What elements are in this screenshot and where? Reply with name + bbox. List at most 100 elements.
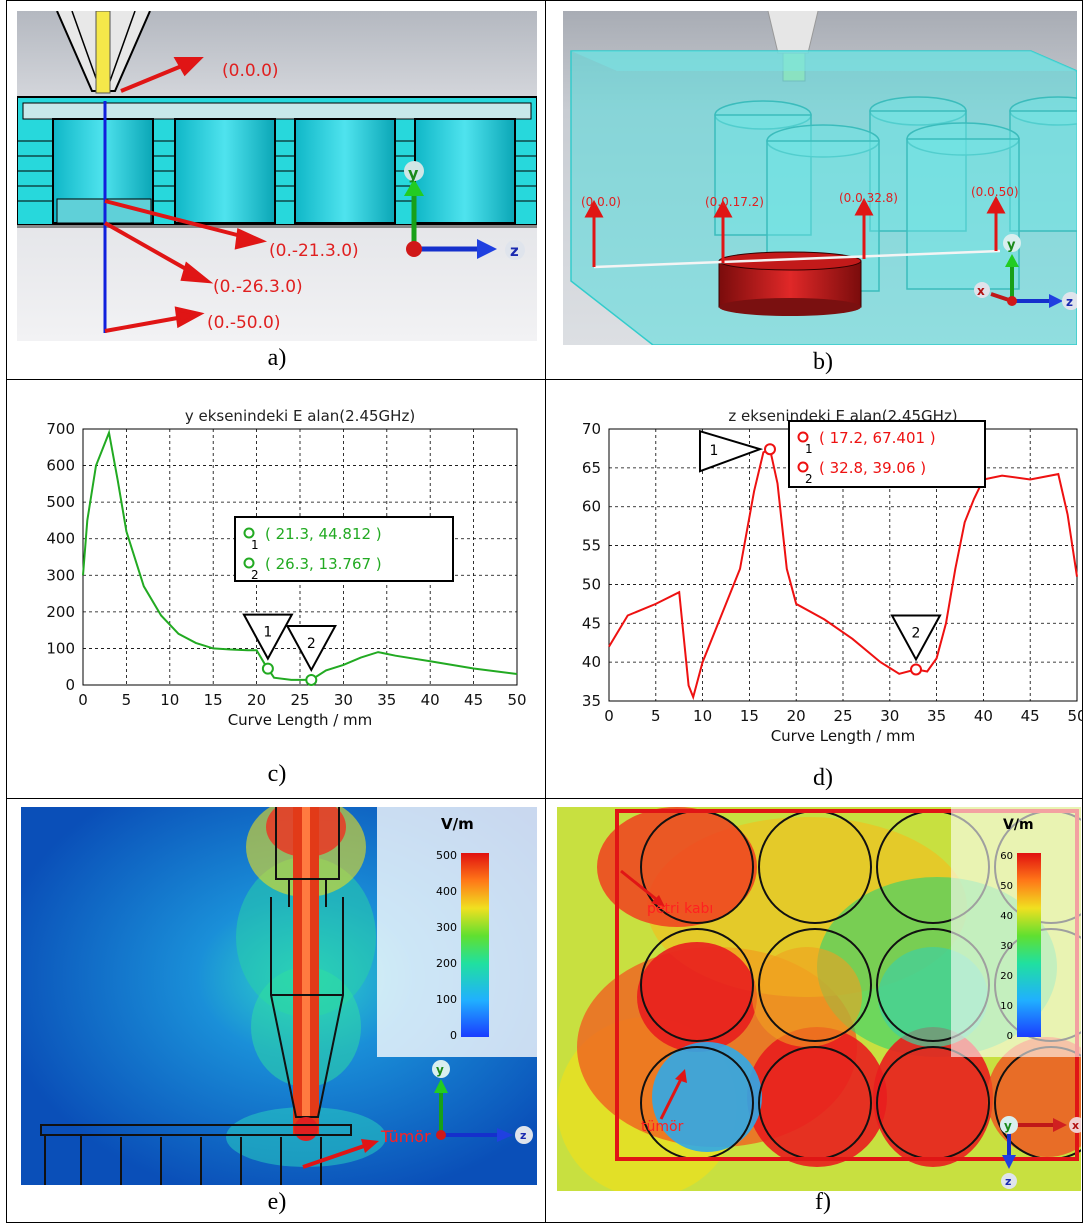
unit-label: V/m <box>1003 817 1034 833</box>
marker-flag <box>285 624 337 673</box>
y-tick-label: 700 <box>46 420 75 438</box>
x-tick-label: 15 <box>204 691 223 709</box>
marker-flag <box>698 429 764 473</box>
chart-y-axis-field: y eksenindeki E alan(2.45GHz)0 5 10 15 20 25 3… <box>46 407 526 729</box>
y-tick-label: 60 <box>582 498 601 516</box>
panel-c-chart: y eksenindeki E alan(2.45GHz) 0 5 10 15 20 25 3… <box>17 389 537 759</box>
caption-a: a) <box>267 345 287 371</box>
marker-id: 1 <box>710 443 719 459</box>
tick: 0 <box>450 1029 457 1042</box>
marker-legend-box <box>788 420 986 488</box>
y-tick-label: 500 <box>46 493 75 511</box>
x-tick-label: 35 <box>927 707 946 725</box>
marker-point <box>910 663 923 676</box>
axis-x-label: x <box>1072 1119 1079 1132</box>
x-axis-label: Curve Length / mm <box>228 711 373 729</box>
marker-point <box>261 662 274 675</box>
coord-21: (0.-21.3.0) <box>269 241 359 261</box>
tick: 20 <box>1000 971 1013 982</box>
panel-e-field: V/m 500 400 300 200 100 0 y z Tümör <box>21 807 537 1185</box>
panel-f-field: V/m 60 50 40 30 20 10 0 y x z <box>557 807 1081 1191</box>
petri-label: petri kabı <box>647 901 714 917</box>
legend-marker-icon <box>797 461 809 473</box>
tick: 10 <box>1000 1001 1013 1012</box>
unit-label: V/m <box>441 815 474 833</box>
x-tick-label: 0 <box>78 691 88 709</box>
x-tick-label: 20 <box>787 707 806 725</box>
x-tick-label: 10 <box>693 707 712 725</box>
legend-marker-value: ( 21.3, 44.812 ) <box>265 525 382 543</box>
y-tick-label: 70 <box>582 420 601 438</box>
chart-z-axis-field: z eksenindeki E alan(2.45GHz)0 5 10 15 20 25 3… <box>582 407 1083 745</box>
y-tick-label: 0 <box>65 676 75 694</box>
panel-a-geometry: y z (0.0.0) (0.-21.3.0) (0.-26.3.0) (0.-… <box>17 11 537 341</box>
panel-f-svg: V/m 60 50 40 30 20 10 0 y x z <box>557 807 1081 1191</box>
x-tick-label: 5 <box>651 707 661 725</box>
marker-flag <box>242 613 294 661</box>
legend-marker-value: ( 26.3, 13.767 ) <box>265 555 382 573</box>
axis-y-label: y <box>408 164 419 183</box>
divider-vertical <box>545 1 546 1222</box>
legend-marker-id: 2 <box>805 472 813 486</box>
x-tick-label: 15 <box>740 707 759 725</box>
tick: 0 <box>1007 1031 1013 1042</box>
tick: 200 <box>436 957 457 970</box>
colorbar-ticks: 500 400 300 200 100 0 <box>436 849 457 1042</box>
figure-grid: y z (0.0.0) (0.-21.3.0) (0.-26.3.0) (0.-… <box>6 0 1083 1223</box>
x-tick-label: 20 <box>247 691 266 709</box>
axis-z-label: z <box>1066 295 1073 309</box>
x-tick-label: 40 <box>421 691 440 709</box>
y-tick-label: 300 <box>46 566 75 584</box>
y-tick-label: 35 <box>582 692 601 710</box>
chart-title: y eksenindeki E alan(2.45GHz) <box>185 407 415 425</box>
legend-marker-icon <box>797 431 809 443</box>
y-tick-label: 50 <box>582 575 601 593</box>
legend-marker-id: 2 <box>251 568 259 582</box>
coord-b-50: (0.0.50) <box>971 185 1019 199</box>
legend-marker-icon <box>243 557 255 569</box>
marker-flag <box>890 614 942 662</box>
x-axis-label: Curve Length / mm <box>771 727 916 745</box>
legend-marker-value: ( 32.8, 39.06 ) <box>819 459 926 477</box>
tick: 50 <box>1000 881 1013 892</box>
panel-e-svg: V/m 500 400 300 200 100 0 y z <box>21 807 537 1185</box>
tick: 40 <box>1000 911 1013 922</box>
coord-b-17: (0.0.17.2) <box>705 195 764 209</box>
caption-d: d) <box>813 765 833 791</box>
marker-point <box>763 443 776 456</box>
tumor-label: Tümör <box>381 1127 431 1146</box>
marker-id: 2 <box>912 625 921 641</box>
series-line <box>82 429 518 681</box>
colorbar-ticks: 60 50 40 30 20 10 0 <box>1000 851 1013 1042</box>
coord-b-32: (0.0.32.8) <box>839 191 898 205</box>
x-tick-label: 25 <box>290 691 309 709</box>
coord-26: (0.-26.3.0) <box>213 277 303 297</box>
tick: 30 <box>1000 941 1013 952</box>
marker-id: 1 <box>263 625 272 641</box>
panel-b-geometry: y x z (0.0.0) (0.0.17.2) (0.0.32.8) (0.0… <box>563 11 1077 345</box>
axis-y-label: y <box>1007 238 1016 253</box>
x-tick-label: 35 <box>377 691 396 709</box>
divider-row2 <box>7 798 1082 799</box>
x-tick-label: 45 <box>1021 707 1040 725</box>
axis-x-label: x <box>977 284 985 298</box>
marker-point <box>305 673 318 686</box>
x-tick-label: 25 <box>833 707 852 725</box>
y-tick-label: 200 <box>46 603 75 621</box>
y-tick-label: 40 <box>582 653 601 671</box>
tick: 300 <box>436 921 457 934</box>
divider-row1 <box>7 379 1082 380</box>
axis-z-label: z <box>1005 1175 1011 1188</box>
caption-c: c) <box>267 761 287 787</box>
marker-legend-box <box>234 516 454 582</box>
y-tick-label: 55 <box>582 537 601 555</box>
x-tick-label: 50 <box>1067 707 1083 725</box>
axis-y-label: y <box>436 1063 444 1077</box>
tick: 100 <box>436 993 457 1006</box>
x-tick-label: 40 <box>974 707 993 725</box>
axis-z-label: z <box>510 242 519 260</box>
marker-id: 2 <box>307 636 316 652</box>
y-tick-label: 400 <box>46 530 75 548</box>
caption-f: f) <box>815 1189 831 1215</box>
caption-e: e) <box>267 1189 287 1215</box>
